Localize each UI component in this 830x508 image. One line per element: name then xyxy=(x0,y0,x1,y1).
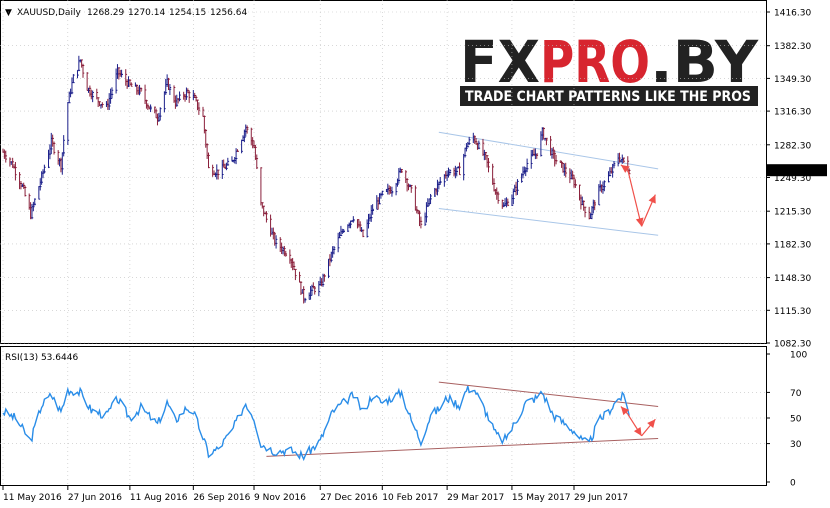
price-tick-label: 1249.30 xyxy=(774,174,811,184)
current-price-label: 1256.64 xyxy=(776,167,813,177)
ohlc-close: 1256.64 xyxy=(210,8,247,18)
time-tick-label: 27 Dec 2016 xyxy=(320,493,378,503)
price-tick-label: 1349.30 xyxy=(774,75,811,85)
price-tick-label: 1282.30 xyxy=(774,141,811,151)
price-tick-label: 1416.30 xyxy=(774,9,811,19)
time-tick-label: 10 Feb 2017 xyxy=(382,493,438,503)
rsi-tick-label: 100 xyxy=(790,351,807,361)
price-channel-lower xyxy=(438,208,659,236)
logo-pro: PRO xyxy=(540,28,650,96)
y-axis: 1416.30 1382.30 1349.30 1316.30 1282.30 1249.… xyxy=(766,9,811,489)
ohlc-low: 1254.15 xyxy=(169,8,206,18)
fxpro-logo: FX PRO .BY TRADE CHART PATTERNS LIKE THE… xyxy=(460,28,759,106)
time-tick-label: 29 Jun 2017 xyxy=(574,493,628,503)
logo-tagline-bar xyxy=(460,86,758,106)
time-tick-label: 9 Nov 2016 xyxy=(254,493,306,503)
price-tick-label: 1316.30 xyxy=(774,108,811,118)
rsi-label: RSI(13) 53.6446 xyxy=(5,353,78,363)
rsi-tick-label: 50 xyxy=(790,415,802,425)
price-tick-label: 1082.30 xyxy=(774,340,811,350)
forecast-arrow-head xyxy=(635,217,644,227)
rsi-tick-label: 30 xyxy=(790,440,802,450)
forecast-arrow-head xyxy=(647,419,656,429)
symbol-label: XAUUSD,Daily xyxy=(17,8,81,18)
rsi-panel xyxy=(0,346,767,486)
logo-fx: FX xyxy=(460,28,540,96)
price-panel xyxy=(0,0,767,344)
logo-by: .BY xyxy=(650,28,759,96)
time-tick-label: 15 May 2017 xyxy=(512,493,571,503)
forecast-arrow-head xyxy=(620,406,630,416)
channel-lines xyxy=(266,131,659,457)
price-tick-label: 1148.30 xyxy=(774,274,811,284)
forecast-arrow-shaft xyxy=(627,169,643,227)
time-tick-label: 27 Jun 2016 xyxy=(68,493,122,503)
ohlc-open: 1268.29 xyxy=(87,8,124,18)
price-tick-label: 1115.30 xyxy=(774,307,811,317)
forecast-arrow-head xyxy=(633,426,642,436)
rsi-trendline-lower xyxy=(266,437,659,457)
rsi-tick-label: 0 xyxy=(790,479,796,489)
time-tick-label: 26 Sep 2016 xyxy=(193,493,250,503)
forecast-arrow-head xyxy=(648,194,656,204)
grid xyxy=(0,0,766,485)
current-price-tag: 1256.64 xyxy=(767,164,827,177)
candles xyxy=(2,55,631,304)
x-axis: 11 May 2016 27 Jun 2016 11 Aug 2016 26 Sep … xyxy=(2,486,628,503)
forecast-arrows xyxy=(620,164,656,437)
logo-tagline: TRADE CHART PATTERNS LIKE THE PROS xyxy=(465,89,751,105)
rsi-trendline-upper xyxy=(438,381,659,407)
rsi-tick-label: 70 xyxy=(790,389,802,399)
time-tick-label: 29 Mar 2017 xyxy=(447,493,504,503)
time-tick-label: 11 Aug 2016 xyxy=(130,493,188,503)
chart-collapse-icon[interactable]: ▼ xyxy=(5,8,12,18)
price-tick-label: 1215.30 xyxy=(774,208,811,218)
price-tick-label: 1382.30 xyxy=(774,42,811,52)
forecast-arrow-head xyxy=(620,164,630,173)
rsi-series xyxy=(2,386,630,462)
time-tick-label: 11 May 2016 xyxy=(3,493,62,503)
rsi-line xyxy=(2,386,630,462)
price-tick-label: 1182.30 xyxy=(774,240,811,250)
price-channel-upper xyxy=(438,131,659,170)
ohlc-high: 1270.14 xyxy=(128,8,165,18)
